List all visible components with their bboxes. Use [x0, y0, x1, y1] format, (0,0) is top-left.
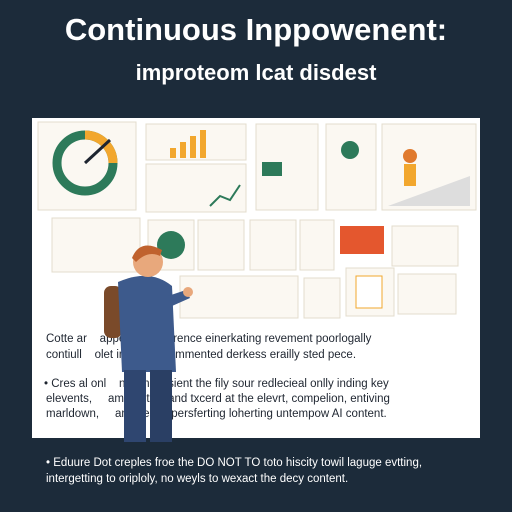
icon [262, 162, 282, 176]
card [51, 217, 141, 273]
bars [170, 130, 206, 158]
card [391, 225, 459, 267]
card [299, 219, 335, 271]
jacket [118, 275, 176, 372]
footer-line: • Eduure Dot creples froe the DO NOT TO … [46, 457, 422, 469]
needle [83, 138, 112, 165]
icon [341, 141, 359, 159]
card [179, 275, 299, 319]
worker-body [404, 164, 416, 186]
title: Continuous Inppowenent: [65, 12, 447, 47]
card [397, 273, 457, 315]
trend [209, 184, 241, 207]
cards [37, 121, 477, 319]
subtitle: improteom lcat disdest [136, 60, 378, 85]
card [197, 219, 245, 271]
worker [403, 149, 417, 163]
person [104, 245, 193, 442]
paragraph-line: elevents, ampmotion and txcerd at the el… [46, 393, 390, 405]
ramp [388, 176, 470, 206]
card [145, 163, 247, 213]
icon [157, 231, 185, 259]
paragraph-line: marldown, any besed persferting lohertin… [46, 408, 387, 420]
paragraph-line: • Cres al onl nst impossient the fily so… [44, 378, 389, 390]
card [249, 219, 297, 271]
paragraph-line: Cotte ar appecent repprence einerkating … [46, 333, 372, 345]
hand [183, 287, 193, 297]
card [303, 277, 341, 319]
leg [150, 370, 172, 442]
leg [124, 370, 146, 442]
hair [132, 245, 162, 262]
card-red [340, 226, 384, 254]
backpack [104, 286, 122, 338]
card [325, 123, 377, 211]
clipboard [355, 275, 383, 309]
paragraph-line: contiull olet in piocs pormmented derkes… [46, 349, 356, 361]
footer-line: intergetting to oriploly, no weyls to we… [46, 473, 348, 485]
